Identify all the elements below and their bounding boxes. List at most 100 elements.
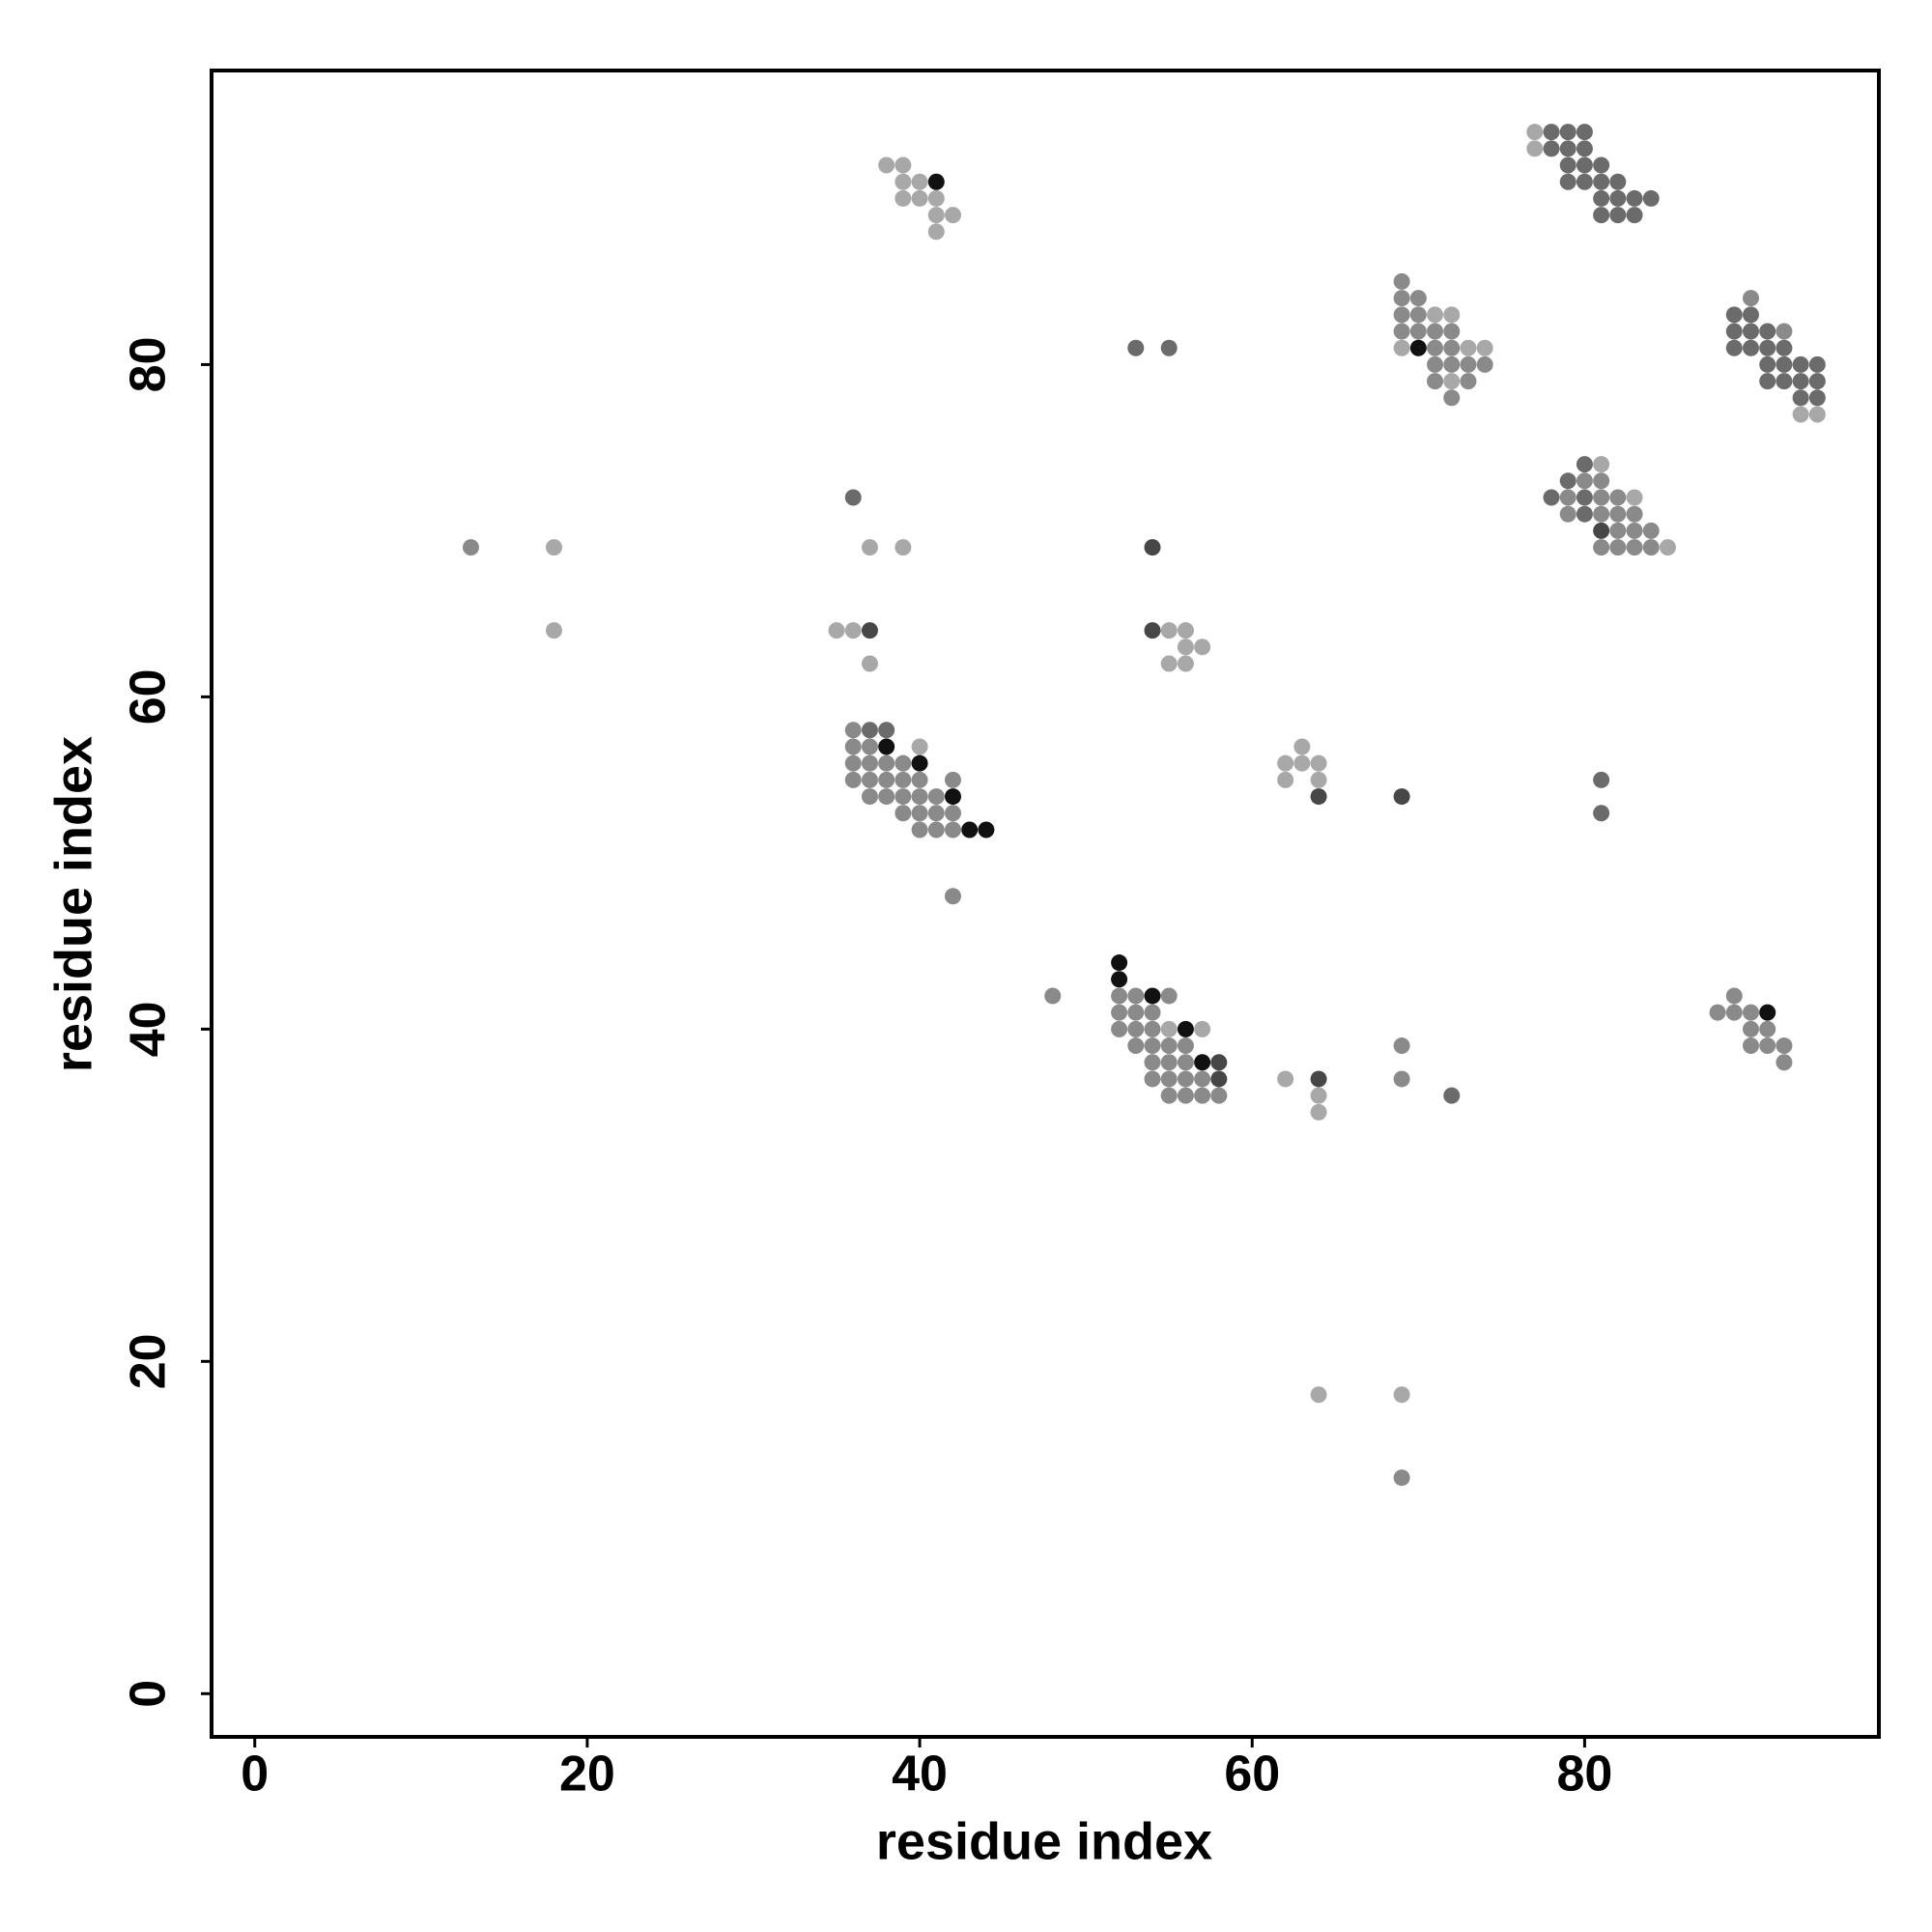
point bbox=[911, 771, 928, 788]
point bbox=[1626, 522, 1643, 539]
point bbox=[944, 207, 961, 224]
point bbox=[1725, 323, 1743, 340]
point bbox=[1776, 355, 1793, 373]
point bbox=[1277, 754, 1294, 772]
point bbox=[944, 788, 961, 806]
point bbox=[1808, 355, 1826, 373]
point bbox=[944, 888, 961, 905]
point bbox=[1742, 1020, 1759, 1037]
point bbox=[927, 223, 945, 241]
point bbox=[1210, 1087, 1228, 1104]
point bbox=[1044, 987, 1062, 1005]
point bbox=[1559, 173, 1577, 190]
point bbox=[1776, 1054, 1793, 1071]
point bbox=[1626, 489, 1643, 506]
point bbox=[1559, 489, 1577, 506]
point bbox=[1593, 771, 1610, 788]
x-tick-label: 60 bbox=[1224, 1747, 1280, 1803]
point bbox=[1144, 1070, 1161, 1088]
point bbox=[1127, 339, 1145, 356]
point bbox=[1742, 323, 1759, 340]
point bbox=[1210, 1054, 1228, 1071]
point bbox=[1443, 389, 1461, 407]
point bbox=[878, 156, 895, 174]
point bbox=[545, 622, 562, 639]
point bbox=[1310, 771, 1327, 788]
point bbox=[1626, 189, 1643, 207]
point bbox=[1759, 373, 1776, 390]
x-tick-label: 20 bbox=[559, 1747, 615, 1803]
point bbox=[878, 722, 895, 739]
point bbox=[1460, 373, 1477, 390]
point bbox=[1759, 355, 1776, 373]
point bbox=[1310, 1386, 1327, 1404]
point bbox=[1127, 1037, 1145, 1055]
point bbox=[1576, 505, 1593, 523]
point bbox=[1576, 124, 1593, 141]
point bbox=[1393, 1070, 1410, 1088]
point bbox=[1144, 987, 1161, 1005]
point bbox=[1177, 1087, 1194, 1104]
point bbox=[895, 771, 912, 788]
point bbox=[1393, 272, 1410, 290]
point bbox=[861, 788, 878, 806]
point bbox=[1776, 323, 1793, 340]
point bbox=[1526, 140, 1544, 157]
point bbox=[895, 539, 912, 556]
y-tick-label: 60 bbox=[121, 668, 177, 724]
point bbox=[1460, 355, 1477, 373]
point bbox=[1409, 306, 1427, 324]
point bbox=[1310, 754, 1327, 772]
point bbox=[878, 738, 895, 755]
point bbox=[1609, 189, 1627, 207]
point bbox=[1144, 539, 1161, 556]
point bbox=[1443, 1087, 1461, 1104]
point bbox=[944, 805, 961, 822]
point bbox=[1443, 306, 1461, 324]
point bbox=[1409, 339, 1427, 356]
point bbox=[911, 738, 928, 755]
point bbox=[1443, 323, 1461, 340]
point bbox=[1609, 539, 1627, 556]
point bbox=[1160, 622, 1178, 639]
point bbox=[1277, 1070, 1294, 1088]
point bbox=[545, 539, 562, 556]
point bbox=[1609, 173, 1627, 190]
point bbox=[1742, 306, 1759, 324]
point bbox=[1593, 472, 1610, 490]
point bbox=[1476, 339, 1493, 356]
point bbox=[1393, 290, 1410, 307]
point bbox=[1593, 522, 1610, 539]
point bbox=[1659, 539, 1676, 556]
point bbox=[1160, 1020, 1178, 1037]
point bbox=[1609, 522, 1627, 539]
point bbox=[1609, 505, 1627, 523]
point bbox=[861, 754, 878, 772]
x-axis-title: residue index bbox=[876, 1812, 1212, 1870]
point bbox=[844, 722, 862, 739]
point bbox=[1127, 1004, 1145, 1021]
point bbox=[944, 771, 961, 788]
point bbox=[1194, 639, 1211, 656]
point bbox=[1593, 189, 1610, 207]
point bbox=[1443, 339, 1461, 356]
point bbox=[1393, 306, 1410, 324]
point bbox=[1593, 456, 1610, 473]
point bbox=[1626, 539, 1643, 556]
point bbox=[1277, 771, 1294, 788]
point bbox=[1293, 754, 1311, 772]
point bbox=[1177, 1070, 1194, 1088]
point bbox=[1559, 505, 1577, 523]
point bbox=[1593, 173, 1610, 190]
point bbox=[1177, 639, 1194, 656]
point bbox=[911, 805, 928, 822]
point bbox=[1310, 1087, 1327, 1104]
point bbox=[1393, 788, 1410, 806]
point bbox=[1759, 323, 1776, 340]
point bbox=[1111, 1020, 1128, 1037]
point bbox=[1177, 622, 1194, 639]
point bbox=[1144, 1037, 1161, 1055]
y-tick-label: 20 bbox=[121, 1333, 177, 1389]
point bbox=[844, 622, 862, 639]
point bbox=[1144, 1020, 1161, 1037]
